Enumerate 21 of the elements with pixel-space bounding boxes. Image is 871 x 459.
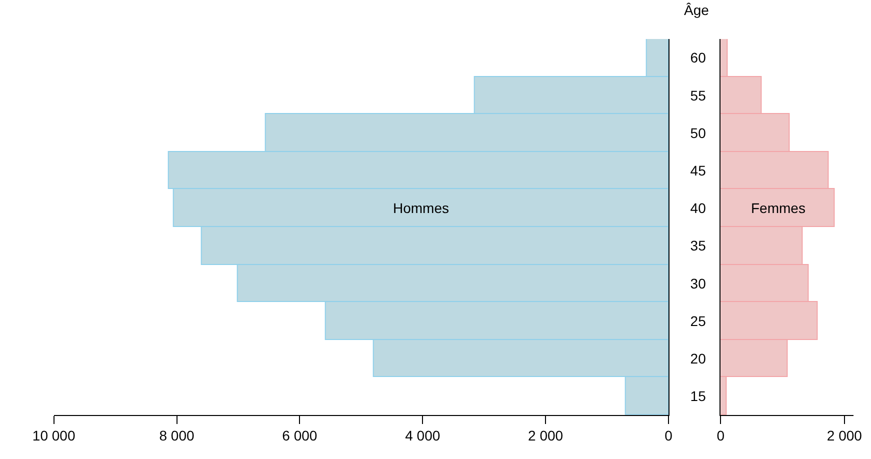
y-tick-label: 30	[690, 275, 706, 292]
y-tick-label: 35	[690, 238, 706, 254]
x-tick-label: 4 000	[405, 428, 440, 444]
y-tick-label: 40	[690, 200, 706, 216]
y-tick-label: 15	[690, 388, 706, 404]
x-tick-label: 6 000	[282, 428, 318, 444]
y-tick-label: 60	[690, 50, 706, 66]
series-label: Hommes	[393, 200, 450, 216]
x-tick-label: 0	[664, 428, 673, 444]
y-tick-label: 50	[690, 124, 706, 141]
series-label: Femmes	[751, 200, 806, 216]
x-tick-label: 10 000	[32, 428, 76, 444]
y-tick-label: 20	[690, 350, 706, 366]
x-tick-label: 2 000	[528, 428, 564, 444]
x-tick-label: 8 000	[159, 428, 194, 444]
x-tick-label: 2 000	[826, 428, 862, 444]
y-tick-label: 25	[690, 312, 706, 329]
y-tick-label: 55	[690, 87, 706, 104]
y-tick-label: 45	[690, 162, 706, 178]
x-tick-label: 0	[716, 428, 725, 444]
y-axis-title: Âge	[684, 2, 710, 18]
